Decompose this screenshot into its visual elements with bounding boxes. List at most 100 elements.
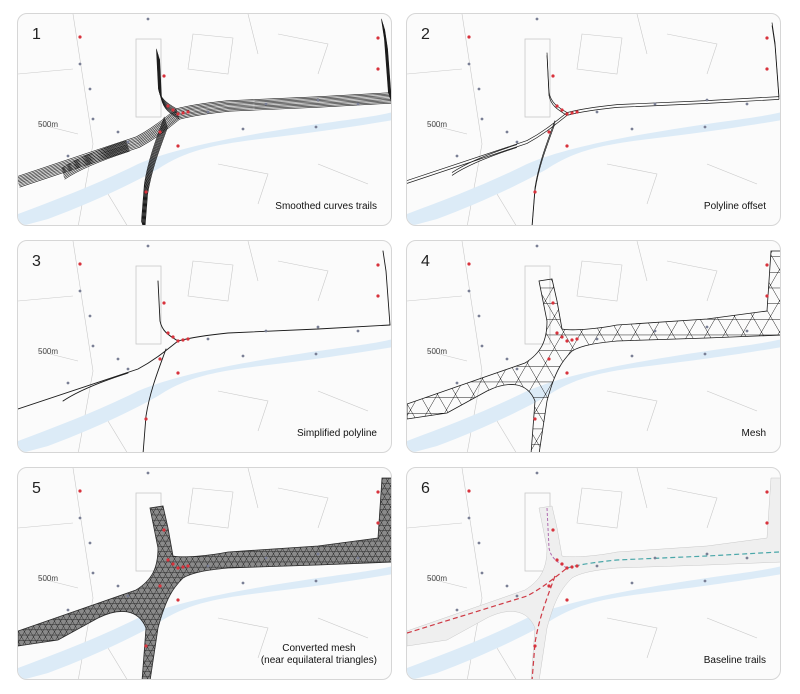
caption-line: Baseline trails (703, 655, 766, 666)
map-line (407, 522, 463, 529)
trail-line (141, 119, 166, 225)
map-line (496, 420, 517, 452)
map-line (107, 420, 128, 452)
trail-line (157, 52, 178, 113)
grey-marker (705, 552, 709, 556)
trail-line (156, 50, 177, 111)
red-marker (565, 339, 569, 343)
map-line (277, 487, 329, 529)
mesh-edge (18, 478, 24, 679)
map-line (18, 295, 74, 302)
red-marker (560, 108, 564, 112)
grey-marker (126, 594, 130, 598)
map-line (37, 350, 79, 362)
red-marker (555, 331, 559, 335)
mesh-outline (407, 250, 780, 452)
grey-marker (505, 357, 509, 361)
grey-marker (116, 584, 120, 588)
map-line (496, 647, 517, 679)
map-line (606, 163, 658, 205)
mesh-edge (600, 251, 725, 452)
trail-line (451, 144, 518, 173)
red-marker (547, 357, 551, 361)
caption-line: Mesh (741, 428, 766, 439)
red-marker (176, 112, 180, 116)
trail-line (407, 96, 780, 181)
map-line (18, 522, 74, 529)
panel-number: 3 (32, 253, 41, 270)
red-marker (533, 644, 537, 648)
grey-marker (66, 154, 70, 158)
river (407, 112, 780, 225)
trail-line (141, 116, 165, 222)
map-line (247, 241, 259, 282)
grey-marker (206, 564, 210, 568)
map-line (706, 617, 758, 639)
panel-5: 5 500m Converted mesh (near equilateral … (17, 467, 392, 680)
grey-marker (480, 117, 484, 121)
river (407, 566, 780, 679)
mesh-edge (600, 251, 725, 452)
map-line (247, 468, 259, 509)
panel-number: 6 (421, 480, 430, 497)
panel-6: 6 500m Baseline trails (406, 467, 781, 680)
red-marker (555, 558, 559, 562)
caption-line: Simplified polyline (296, 428, 377, 439)
scale-label: 500m (38, 347, 59, 356)
grey-marker (116, 357, 120, 361)
map-line (636, 468, 648, 509)
mesh-edge (407, 251, 419, 452)
trail-line (156, 48, 177, 110)
panel-caption: Baseline trails (704, 655, 766, 667)
mesh-edge (564, 251, 689, 452)
map-line (37, 123, 79, 135)
grey-marker (91, 344, 95, 348)
map-line (666, 33, 718, 75)
grey-marker (653, 329, 657, 333)
map-line (496, 193, 517, 225)
red-marker (533, 190, 537, 194)
grey-marker (630, 127, 634, 131)
map-line (317, 390, 369, 412)
trail-line (62, 372, 129, 402)
panel-caption: Converted mesh (near equilateral triangl… (261, 643, 377, 667)
panel-caption: Mesh (742, 428, 766, 440)
red-marker (78, 262, 82, 266)
red-marker (162, 301, 166, 305)
grey-marker (316, 98, 320, 102)
red-marker (78, 35, 82, 39)
grey-marker (505, 130, 509, 134)
panel-caption: Smoothed curves trails (275, 201, 377, 213)
grey-marker (78, 516, 82, 520)
mesh-edge (582, 251, 707, 452)
map-line (426, 123, 468, 135)
red-marker (575, 337, 579, 341)
map-line (107, 193, 128, 225)
red-marker (166, 558, 170, 562)
grey-marker (745, 329, 749, 333)
grey-marker (66, 608, 70, 612)
red-marker (560, 335, 564, 339)
trail-line (19, 101, 391, 187)
baseline-trail-purple (546, 507, 568, 569)
grey-marker (505, 584, 509, 588)
red-marker (78, 489, 82, 493)
red-marker (171, 335, 175, 339)
river (407, 339, 780, 452)
grey-marker (88, 87, 92, 91)
grey-marker (356, 329, 360, 333)
grey-marker (595, 110, 599, 114)
grey-marker (653, 102, 657, 106)
mesh-edge (367, 478, 391, 679)
grey-marker (206, 110, 210, 114)
red-marker (376, 490, 380, 494)
mesh-edge (546, 251, 671, 452)
grey-marker (535, 244, 539, 248)
grey-marker (91, 571, 95, 575)
red-marker (565, 144, 569, 148)
map-line (606, 617, 658, 659)
trail-line (18, 92, 389, 177)
building-outline (135, 38, 162, 118)
grey-marker (630, 581, 634, 585)
trail-line (63, 148, 129, 177)
